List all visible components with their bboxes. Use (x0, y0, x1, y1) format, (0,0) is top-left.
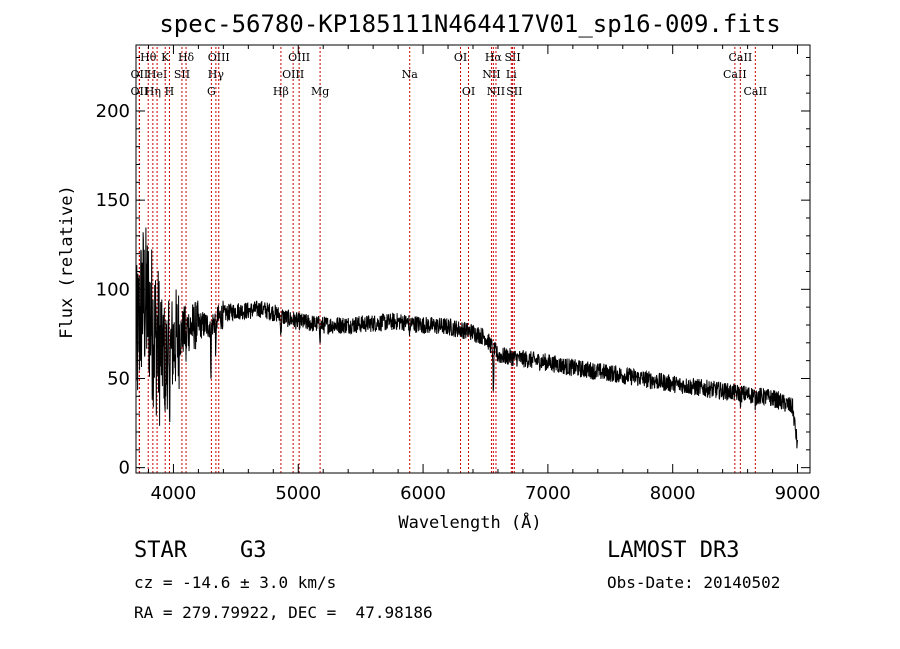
x-tick-label: 4000 (151, 483, 197, 504)
line-marker-label: OI (454, 51, 467, 64)
y-tick-label: 0 (119, 458, 130, 479)
x-axis-label: Wavelength (Å) (398, 511, 541, 533)
line-marker-label: OII (131, 68, 149, 81)
line-markers: OII OII Hθ Hη HeI K H SII Hδ G Hγ OIII Hβ OIII OIII Mg N… (131, 47, 767, 473)
x-tick-label: 7000 (525, 483, 571, 504)
survey-name: LAMOST DR3 (607, 538, 740, 563)
x-tick-label: 8000 (650, 483, 696, 504)
line-marker-label: SII (174, 68, 190, 81)
line-marker-label: Hγ (208, 68, 225, 81)
line-marker-label: Na (402, 68, 419, 81)
chart-title: spec-56780-KP185111N464417V01_sp16-009.f… (159, 10, 780, 38)
line-marker-label: OII (131, 85, 149, 98)
line-marker-label: Hη (145, 85, 161, 98)
line-marker-label: CaII (723, 68, 747, 81)
object-class: STAR (134, 538, 187, 563)
line-marker-label: K (161, 51, 170, 64)
plot-frame (135, 44, 811, 474)
x-tick-label: 9000 (775, 483, 821, 504)
line-marker-label: SII (504, 51, 520, 64)
line-marker-label: NII (482, 68, 500, 81)
axis-ticks: 4000 5000 6000 7000 8000 9000 0 50 100 150 200 (96, 45, 821, 504)
y-tick-label: 50 (107, 368, 130, 389)
line-marker-label: Hθ (140, 51, 157, 64)
line-marker-label: OIII (208, 51, 230, 64)
x-tick-label: 6000 (400, 483, 446, 504)
line-marker-label: Mg (311, 85, 329, 98)
line-marker-label: CaII (743, 85, 767, 98)
x-tick-label: 5000 (275, 483, 321, 504)
line-marker-label: Hβ (273, 85, 289, 98)
object-subclass: G3 (240, 538, 267, 563)
line-marker-label: CaII (729, 51, 753, 64)
spectrum-series (135, 227, 798, 449)
line-marker-label: SII (506, 85, 522, 98)
y-tick-label: 150 (96, 190, 130, 211)
line-marker-label: NII (487, 85, 505, 98)
y-axis-label: Flux (relative) (57, 185, 77, 339)
line-marker-label: Li (506, 68, 517, 81)
y-tick-label: 100 (96, 279, 130, 300)
spectrum-line (135, 227, 798, 449)
line-marker-label: OIII (282, 68, 304, 81)
obs-date: Obs-Date: 20140502 (607, 573, 781, 592)
line-marker-label: OIII (288, 51, 310, 64)
line-marker-label: H (165, 85, 175, 98)
line-marker-label: G (207, 85, 216, 98)
redshift-text: cz = -14.6 ± 3.0 km/s (134, 573, 337, 592)
line-marker-label: HeI (147, 68, 167, 81)
y-tick-label: 200 (96, 101, 130, 122)
coordinates-text: RA = 279.79922, DEC = 47.98186 (134, 603, 433, 622)
line-marker-label: Hδ (178, 51, 195, 64)
line-marker-label: Hα (485, 51, 503, 64)
line-marker-label: OI (462, 85, 475, 98)
